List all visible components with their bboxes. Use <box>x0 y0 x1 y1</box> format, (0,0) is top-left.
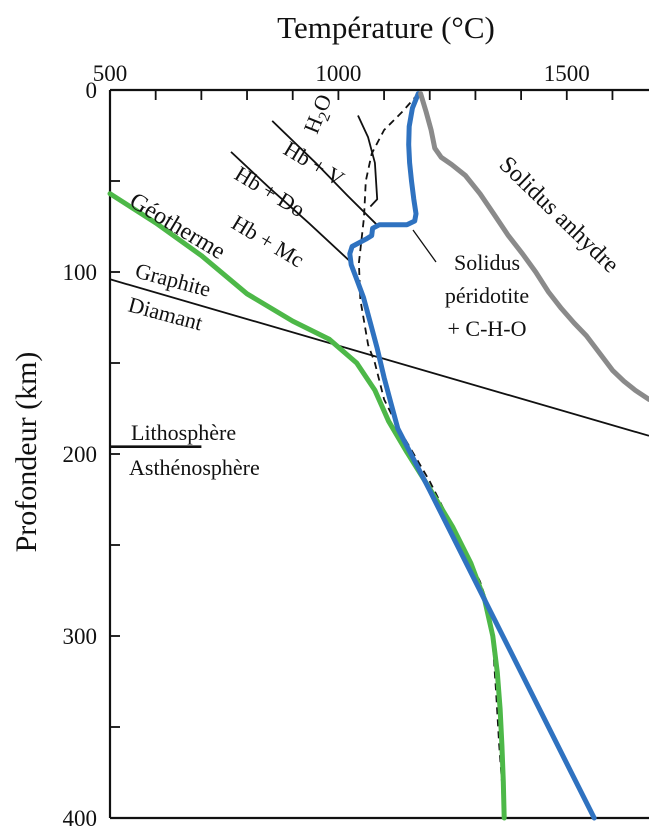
y-axis-label: Profondeur (km) <box>10 352 43 553</box>
annotation-lithosphere: Lithosphère <box>131 420 236 445</box>
series-line-solidus-anhydre <box>418 91 649 402</box>
boundary-hb-mc <box>230 151 351 262</box>
y-tick-label: 100 <box>63 260 98 285</box>
annotation-hb-v: Hb + V <box>279 136 348 191</box>
annotation-h2o: H2O <box>298 91 340 139</box>
series-lines <box>107 91 649 821</box>
solidus-pointer <box>412 229 437 263</box>
x-tick-label: 500 <box>93 61 128 86</box>
x-tick-label: 1500 <box>544 61 590 86</box>
annotation-cho: + C-H-O <box>447 316 526 341</box>
x-tick-label: 1000 <box>315 61 361 86</box>
y-tick-label: 200 <box>63 442 98 467</box>
annotation-peridotite: péridotite <box>445 283 529 308</box>
axis-ticks: 500 1000 1500 0 100 200 300 400 <box>63 61 614 829</box>
annotation-solidus: Solidus <box>454 250 520 275</box>
boundary-hb-do <box>271 120 378 226</box>
annotation-geotherme: Géotherme <box>125 188 230 265</box>
phase-boundaries <box>109 93 649 819</box>
y-tick-label: 400 <box>63 806 98 829</box>
annotation-asthenosphere: Asthénosphère <box>129 455 260 480</box>
y-tick-label: 0 <box>86 78 98 103</box>
annotation-diamant: Diamant <box>126 292 206 336</box>
boundary-h2o <box>358 93 505 819</box>
chart-title: Température (°C) <box>277 10 495 45</box>
y-tick-label: 300 <box>63 624 98 649</box>
boundary-hb-v <box>357 115 379 208</box>
series-line-solidus-peridotite-c-h-o <box>347 91 597 821</box>
